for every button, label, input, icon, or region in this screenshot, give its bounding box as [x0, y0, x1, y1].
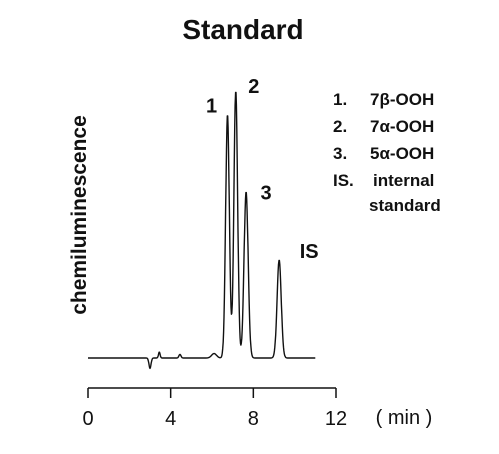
- x-tick-label: 0: [82, 408, 93, 430]
- x-tick-label: 8: [248, 408, 259, 430]
- chart-title: Standard: [182, 14, 303, 45]
- legend-entry-number: 2.: [333, 117, 347, 136]
- legend-entry-text-continued: standard: [369, 196, 441, 215]
- peak-label: 3: [261, 183, 272, 205]
- peak-label: IS: [300, 241, 319, 263]
- legend-entry-number: IS.: [333, 171, 354, 190]
- chromatogram-trace: [87, 91, 316, 370]
- x-tick-label: 4: [165, 408, 176, 430]
- legend-entry-text: 7β-OOH: [370, 90, 434, 109]
- legend-entry-number: 3.: [333, 144, 347, 163]
- x-axis: 0 4 8 12: [82, 387, 347, 430]
- legend: 1. 7β-OOH 2. 7α-OOH 3. 5α-OOH IS. internal stand…: [333, 90, 441, 215]
- legend-entry-text: 5α-OOH: [370, 144, 434, 163]
- legend-entry-text: internal: [373, 171, 434, 190]
- x-tick-label: 12: [325, 408, 347, 430]
- legend-entry-text: 7α-OOH: [370, 117, 434, 136]
- peak-label: 1: [206, 96, 217, 118]
- peak-label: 2: [248, 76, 259, 98]
- legend-entry-number: 1.: [333, 90, 347, 109]
- x-axis-unit: ( min ): [376, 407, 433, 429]
- y-axis-label: chemiluminescence: [68, 115, 91, 315]
